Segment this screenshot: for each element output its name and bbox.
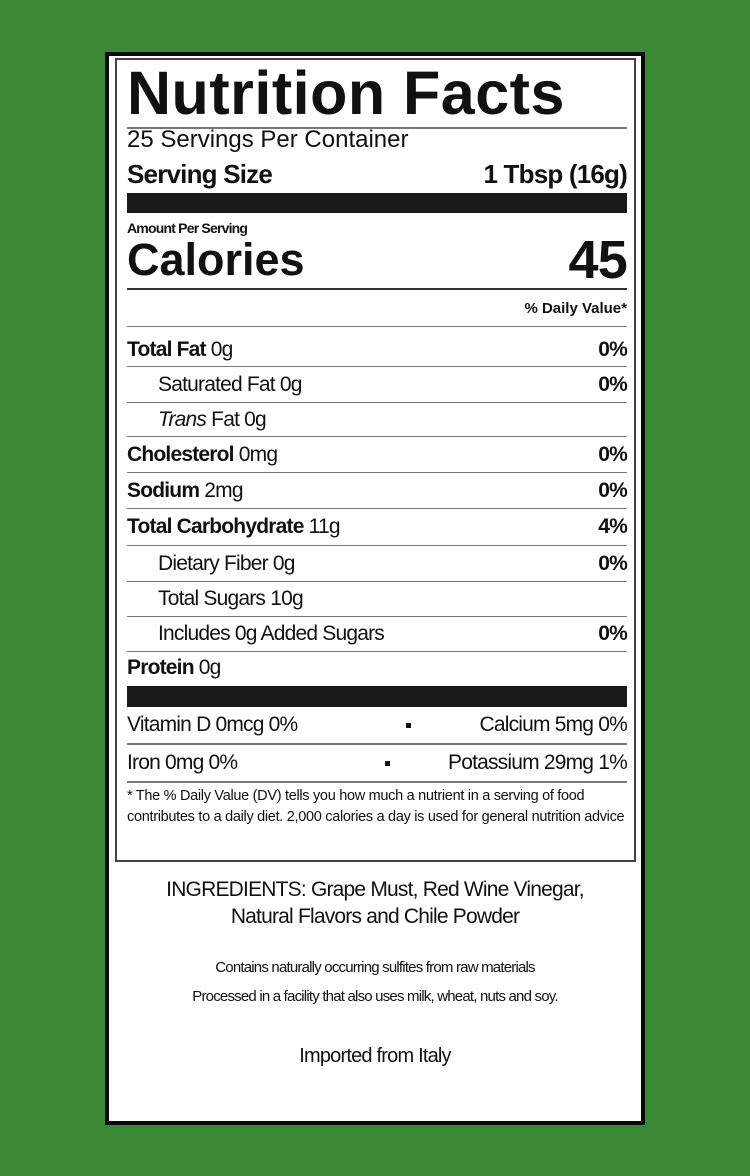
amount-per-serving-row: Amount Per Serving [127, 218, 627, 238]
nutrient-amount: 0g [279, 373, 303, 396]
nutrient-row-protein: Protein 0g [127, 652, 627, 684]
bullet-icon [405, 722, 411, 728]
daily-value-header: % Daily Value* [524, 299, 627, 317]
nutrient-name: Sodium [127, 479, 200, 502]
calories-label: Calories [127, 234, 305, 285]
nutrient-row-added-sugars: Includes 0g Added Sugars 0% [127, 618, 628, 650]
nutrient-dv: 0% [598, 622, 628, 645]
divider [127, 781, 627, 783]
nutrient-dv: 0% [598, 373, 628, 396]
serving-size-value: 1 Tbsp (16g) [483, 158, 627, 189]
servings-per-container: 25 Servings Per Container [127, 126, 409, 153]
origin: Imported from Italy [299, 1045, 451, 1067]
divider [127, 616, 627, 617]
nutrient-amount: 0g [198, 656, 222, 679]
nutrient-amount: Fat 0g [211, 408, 267, 431]
calories-value: 45 [568, 230, 628, 290]
nutrient-row-saturated-fat: Saturated Fat 0g 0% [127, 369, 628, 401]
nutrient-dv: 0% [598, 552, 628, 575]
footnote: * The % Daily Value (DV) tells you how m… [127, 788, 625, 825]
nutrient-name: Total Fat [127, 338, 207, 361]
nutrient-amount: 0g [210, 338, 234, 361]
iron: Iron 0mg 0% [127, 751, 238, 774]
nutrient-row-total-sugars: Total Sugars 10g [127, 583, 627, 615]
nutrient-row-cholesterol: Cholesterol 0mg 0% [127, 439, 628, 471]
thick-divider [127, 686, 627, 707]
nutrient-row-dietary-fiber: Dietary Fiber 0g 0% [127, 548, 628, 580]
serving-size-label: Serving Size [127, 158, 273, 189]
nutrient-dv: 0% [598, 479, 628, 502]
vitamin-d: Vitamin D 0mcg 0% [127, 713, 298, 736]
potassium: Potassium 29mg 1% [447, 751, 628, 774]
divider [127, 743, 627, 745]
calories-row: Calories 45 [127, 230, 628, 290]
servings-row: 25 Servings Per Container [127, 126, 627, 154]
sulfites-note: Contains naturally occurring sulfites fr… [215, 959, 535, 976]
bullet-icon [385, 760, 391, 766]
nutrient-amount: 10g [270, 587, 303, 610]
ingredients-line: INGREDIENTS: Grape Must, Red Wine Vinega… [166, 878, 584, 901]
serving-size-row: Serving Size 1 Tbsp (16g) [127, 158, 628, 190]
nutrient-row-trans-fat: Trans Fat 0g [127, 404, 627, 436]
nutrient-row-total-carbohydrate: Total Carbohydrate 11g 4% [127, 511, 628, 543]
notes: Contains naturally occurring sulfites fr… [105, 953, 645, 1011]
nutrient-row-total-fat: Total Fat 0g 0% [127, 334, 628, 366]
nutrient-dv: 4% [598, 515, 628, 538]
divider [127, 581, 627, 582]
divider [127, 366, 627, 367]
thick-divider [127, 193, 627, 213]
label-panel [105, 52, 645, 1125]
divider [127, 472, 627, 473]
nutrient-amount: 0mg [238, 443, 278, 466]
divider [127, 326, 627, 327]
nutrition-facts-box [115, 58, 636, 862]
divider [127, 545, 627, 546]
amount-per-serving: Amount Per Serving [127, 220, 248, 236]
vitamin-row: Iron 0mg 0% Potassium 29mg 1% [127, 747, 628, 779]
nutrient-name: Cholesterol [127, 443, 235, 466]
divider [127, 508, 627, 509]
nutrient-name: Total Sugars [158, 587, 266, 610]
nutrient-row-sodium: Sodium 2mg 0% [127, 475, 628, 507]
nutrient-amount: 2mg [204, 479, 243, 502]
nutrient-name: Includes 0g Added Sugars [158, 622, 385, 645]
nutrient-name: Trans [158, 408, 207, 431]
nutrition-facts-title: Nutrition Facts [127, 59, 565, 127]
nutrient-dv: 0% [598, 443, 628, 466]
ingredients-line: Natural Flavors and Chile Powder [230, 905, 520, 928]
allergen-note: Processed in a facility that also uses m… [192, 988, 558, 1005]
divider [127, 436, 627, 437]
nutrient-amount: 11g [308, 515, 341, 538]
nutrient-name: Saturated Fat [158, 373, 276, 396]
nutrient-name: Dietary Fiber [158, 552, 269, 575]
divider [127, 288, 627, 290]
divider [127, 402, 627, 403]
title-row: Nutrition Facts [127, 59, 627, 127]
daily-value-header-row: % Daily Value* [127, 296, 627, 320]
divider [127, 127, 627, 129]
divider [127, 651, 627, 652]
nutrient-name: Total Carbohydrate [127, 515, 304, 538]
vitamin-row: Vitamin D 0mcg 0% Calcium 5mg 0% [127, 709, 628, 741]
ingredients: INGREDIENTS: Grape Must, Red Wine Vinega… [105, 876, 645, 930]
nutrient-name: Protein [127, 656, 195, 679]
nutrient-amount: 0g [272, 552, 296, 575]
calcium: Calcium 5mg 0% [479, 713, 627, 736]
nutrient-dv: 0% [598, 338, 628, 361]
